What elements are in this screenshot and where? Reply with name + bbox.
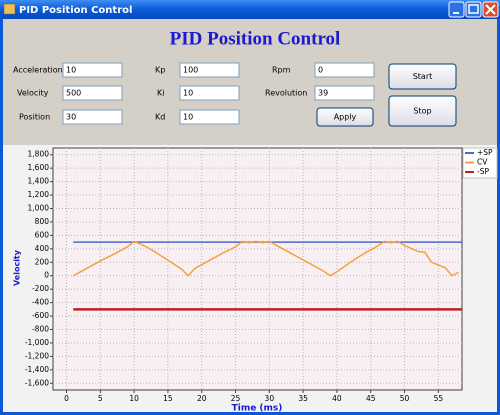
field-label: Acceleration: [13, 66, 63, 75]
x-tick-label: 45: [366, 394, 376, 403]
y-tick-label: -400: [32, 298, 49, 307]
input-value: 500: [66, 89, 81, 98]
input-value: 10: [66, 66, 76, 75]
app-icon: [3, 3, 16, 15]
x-tick-label: 10: [129, 394, 139, 403]
title-bar: [0, 0, 500, 19]
field-label: Position: [19, 113, 50, 122]
minimize-button[interactable]: [448, 1, 465, 18]
x-tick-label: 55: [434, 394, 444, 403]
y-tick-label: 1,800: [28, 150, 50, 159]
text-input[interactable]: [62, 85, 123, 101]
y-tick-label: 800: [35, 217, 50, 226]
field-label: Velocity: [17, 89, 49, 98]
y-tick-label: 1,600: [28, 163, 50, 172]
button[interactable]: [388, 63, 457, 90]
text-input[interactable]: [179, 85, 240, 101]
maximize-icon: [468, 4, 479, 14]
x-tick-label: 20: [197, 394, 207, 403]
chart: 1,8001,6001,4001,2001,0008006004002000-2…: [13, 147, 498, 414]
y-tick-label: 1,200: [28, 190, 50, 199]
field-label: Revolution: [265, 89, 307, 98]
series-line: [72, 240, 459, 277]
text-input[interactable]: [62, 62, 123, 78]
legend-label: -SP: [477, 167, 489, 176]
text-input[interactable]: [179, 109, 240, 125]
y-tick-label: -600: [32, 311, 49, 320]
y-axis-label: Velocity: [13, 249, 22, 286]
button-label: Apply: [334, 113, 357, 122]
input-value: 0: [318, 66, 323, 75]
y-tick-label: -1,600: [25, 378, 49, 387]
input-value: 100: [183, 66, 198, 75]
y-tick-label: -1,200: [25, 351, 49, 360]
text-input[interactable]: [62, 109, 123, 125]
field-label: Rpm: [272, 66, 291, 75]
y-tick-label: 200: [35, 257, 50, 266]
text-input[interactable]: [314, 85, 375, 101]
close-icon: [485, 4, 496, 15]
x-tick-label: 50: [400, 394, 410, 403]
minimize-icon: [453, 12, 459, 14]
y-tick-label: 1,400: [28, 177, 50, 186]
input-value: 10: [183, 113, 193, 122]
x-tick-label: 0: [64, 394, 69, 403]
legend-label: CV: [477, 158, 488, 167]
field-label: Kd: [155, 113, 165, 122]
y-tick-label: 1,000: [28, 204, 50, 213]
y-tick-label: 600: [35, 230, 50, 239]
y-tick-label: 0: [44, 271, 49, 280]
button[interactable]: [316, 107, 374, 127]
page-heading: PID Position Control: [170, 28, 341, 49]
text-input[interactable]: [314, 62, 375, 78]
plot-area: [52, 147, 463, 391]
y-tick-label: -200: [32, 284, 49, 293]
field-label: Kp: [155, 66, 165, 75]
button-label: Stop: [413, 107, 431, 116]
x-tick-label: 15: [163, 394, 173, 403]
field-label: Ki: [157, 89, 164, 98]
text-input[interactable]: [179, 62, 240, 78]
input-value: 10: [183, 89, 193, 98]
y-tick-label: -1,400: [25, 365, 49, 374]
x-tick-label: 5: [98, 394, 103, 403]
x-tick-label: 25: [231, 394, 241, 403]
y-tick-label: 400: [35, 244, 50, 253]
y-tick-label: -1,000: [25, 338, 49, 347]
x-tick-label: 30: [265, 394, 275, 403]
x-tick-label: 40: [332, 394, 342, 403]
legend-label: +SP: [477, 148, 493, 157]
window-title: PID Position Control: [19, 5, 132, 16]
button-label: Start: [413, 72, 433, 81]
input-value: 39: [318, 89, 328, 98]
input-value: 30: [66, 113, 76, 122]
button[interactable]: [388, 95, 457, 127]
x-axis-label: Time (ms): [232, 404, 283, 414]
y-tick-label: -800: [32, 325, 49, 334]
x-tick-label: 35: [298, 394, 308, 403]
